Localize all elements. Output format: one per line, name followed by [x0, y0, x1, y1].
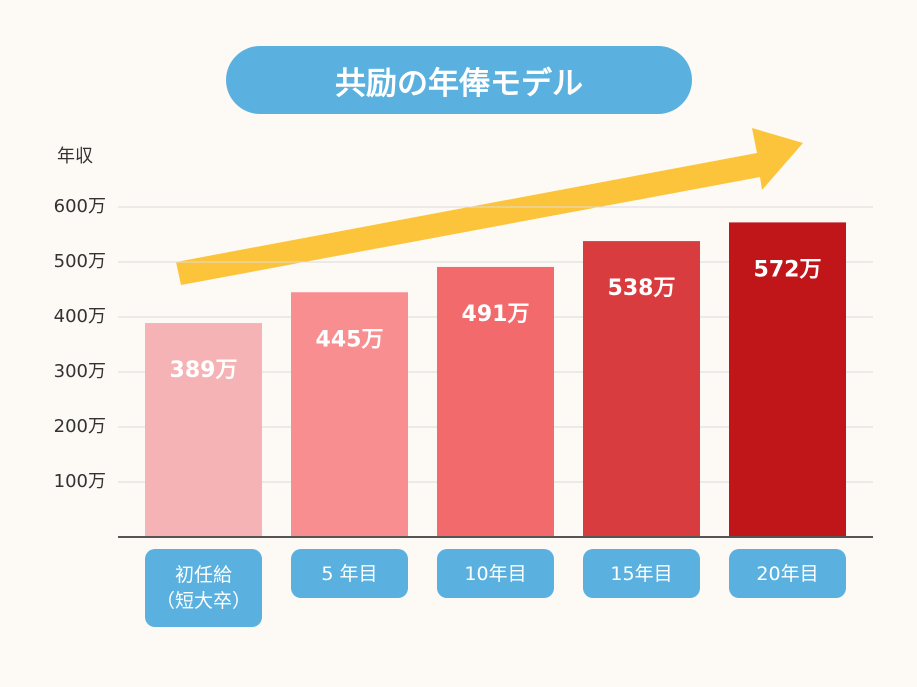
- x-tick-label: 10年目: [437, 549, 554, 598]
- x-tick-label: 5 年目: [291, 549, 408, 598]
- x-tick-label: 20年目: [729, 549, 846, 598]
- y-tick-label: 400万: [54, 306, 106, 327]
- x-tick-label: 15年目: [583, 549, 700, 598]
- value-label: 445万: [316, 327, 384, 352]
- y-tick-label: 300万: [54, 361, 106, 382]
- y-tick-label: 600万: [54, 196, 106, 217]
- y-tick-label: 500万: [54, 251, 106, 272]
- value-label: 491万: [462, 302, 530, 327]
- bar: [583, 241, 700, 537]
- value-label: 538万: [608, 276, 676, 301]
- y-tick-label: 100万: [54, 471, 106, 492]
- y-tick-label: 200万: [54, 416, 106, 437]
- chart-title: 共励の年俸モデル: [226, 46, 692, 114]
- x-tick-label: 初任給 （短大卒）: [145, 549, 262, 627]
- value-label: 389万: [170, 358, 238, 383]
- bar: [729, 222, 846, 537]
- value-label: 572万: [754, 257, 822, 282]
- bar: [437, 266, 554, 537]
- y-axis-label: 年収: [57, 146, 93, 167]
- bar: [145, 323, 262, 537]
- bar: [291, 292, 408, 537]
